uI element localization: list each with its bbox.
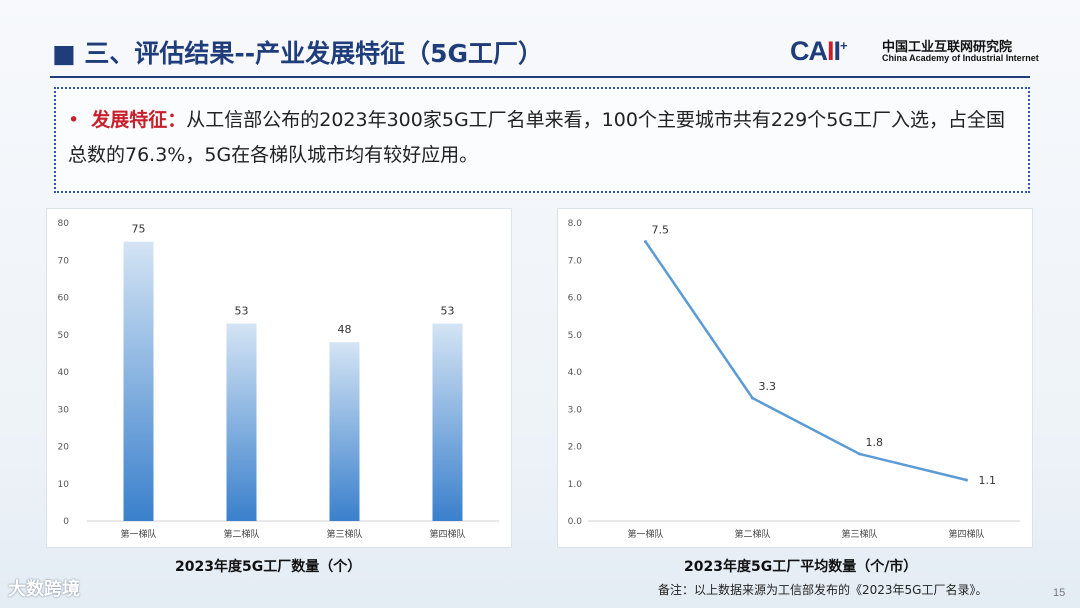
x-tick-label: 第二梯队 [223,528,259,540]
line-point [751,396,754,400]
title-marker-icon: ■ [52,39,76,68]
y-tick-label: 3.0 [568,405,583,415]
title-text: 三、评估结果--产业发展特征（5G工厂） [84,39,544,68]
line-chart-panel: 0.0 1.0 2.0 3.0 4.0 5.0 6.0 7.0 8.0 7.5 第一梯队 3.3 第二梯… [557,208,1033,548]
logo-chinese-name: 中国工业互联网研究院 [882,40,1013,55]
line-point [858,452,861,456]
y-tick-label: 50 [58,331,70,341]
y-tick-label: 70 [58,256,70,266]
y-tick-label: 30 [58,405,70,415]
bar-value-label: 53 [235,305,249,318]
y-tick-label: 4.0 [568,368,583,378]
line-value-label: 1.8 [866,436,884,449]
bar [432,323,463,521]
x-tick-label: 第一梯队 [120,528,156,540]
line-value-label: 7.5 [652,224,670,237]
logo-english-name: China Academy of Industrial Internet [882,53,1039,63]
logo-mark: CAII+ [790,36,848,67]
y-tick-label: 0 [63,517,69,527]
line-point [644,240,647,244]
y-tick-label: 60 [58,294,70,304]
bar-value-label: 48 [338,323,352,336]
feature-label: 发展特征： [91,109,187,131]
line-chart-title: 2023年度5G工厂平均数量（个/市） [684,559,918,575]
y-tick-label: 5.0 [568,331,583,341]
y-tick-label: 1.0 [568,480,583,490]
x-tick-label: 第三梯队 [326,528,362,540]
feature-box: • 发展特征：从工信部公布的2023年300家5G工厂名单来看，100个主要城市共… [54,87,1030,193]
line-point [965,478,968,482]
x-tick-label: 第四梯队 [429,528,465,540]
page-number: 15 [1053,587,1066,599]
logo-mark-left: CA [790,36,828,66]
brand-watermark: 大数跨境 [8,579,80,600]
y-tick-label: 2.0 [568,443,583,453]
slide-title: ■ 三、评估结果--产业发展特征（5G工厂） [52,34,543,70]
x-tick-label: 第二梯队 [734,528,770,540]
logo-mark-right: I [833,36,841,66]
y-tick-label: 20 [58,443,70,453]
bullet-icon: • [68,109,80,131]
bar-value-label: 75 [132,223,146,236]
bar [329,342,360,521]
y-tick-label: 7.0 [568,256,583,266]
line-value-label: 3.3 [759,380,777,393]
source-footnote: 备注：以上数据来源为工信部发布的《2023年5G工厂名录》。 [658,583,988,597]
y-tick-label: 0.0 [568,517,583,527]
x-tick-label: 第三梯队 [841,528,877,540]
bar-value-label: 53 [441,305,455,318]
bar-chart-panel: 0 10 20 30 40 50 60 70 80 75 第一梯队 53 第二梯队 48 第三梯队 53 第四梯… [46,208,512,548]
y-tick-label: 8.0 [568,219,583,229]
line-chart: 0.0 1.0 2.0 3.0 4.0 5.0 6.0 7.0 8.0 7.5 第一梯队 3.3 第二梯… [568,219,1020,540]
title-divider [50,76,1030,78]
y-tick-label: 10 [58,480,70,490]
bar-chart: 0 10 20 30 40 50 60 70 80 75 第一梯队 53 第二梯队 48 第三梯队 53 第四梯… [58,219,499,540]
bar [226,323,257,521]
y-tick-label: 40 [58,368,70,378]
bar-chart-title: 2023年度5G工厂数量（个） [175,559,362,575]
series-line [644,240,967,482]
logo-mark-red: I [827,36,834,66]
y-tick-label: 80 [58,219,70,229]
x-tick-label: 第一梯队 [627,528,663,540]
bar [123,241,154,521]
x-tick-label: 第四梯队 [948,528,984,540]
line-value-label: 1.1 [979,474,997,487]
logo-mark-plus: + [840,38,848,53]
y-tick-label: 6.0 [568,294,583,304]
feature-text: 从工信部公布的2023年300家5G工厂名单来看，100个主要城市共有229个5… [68,109,1006,166]
